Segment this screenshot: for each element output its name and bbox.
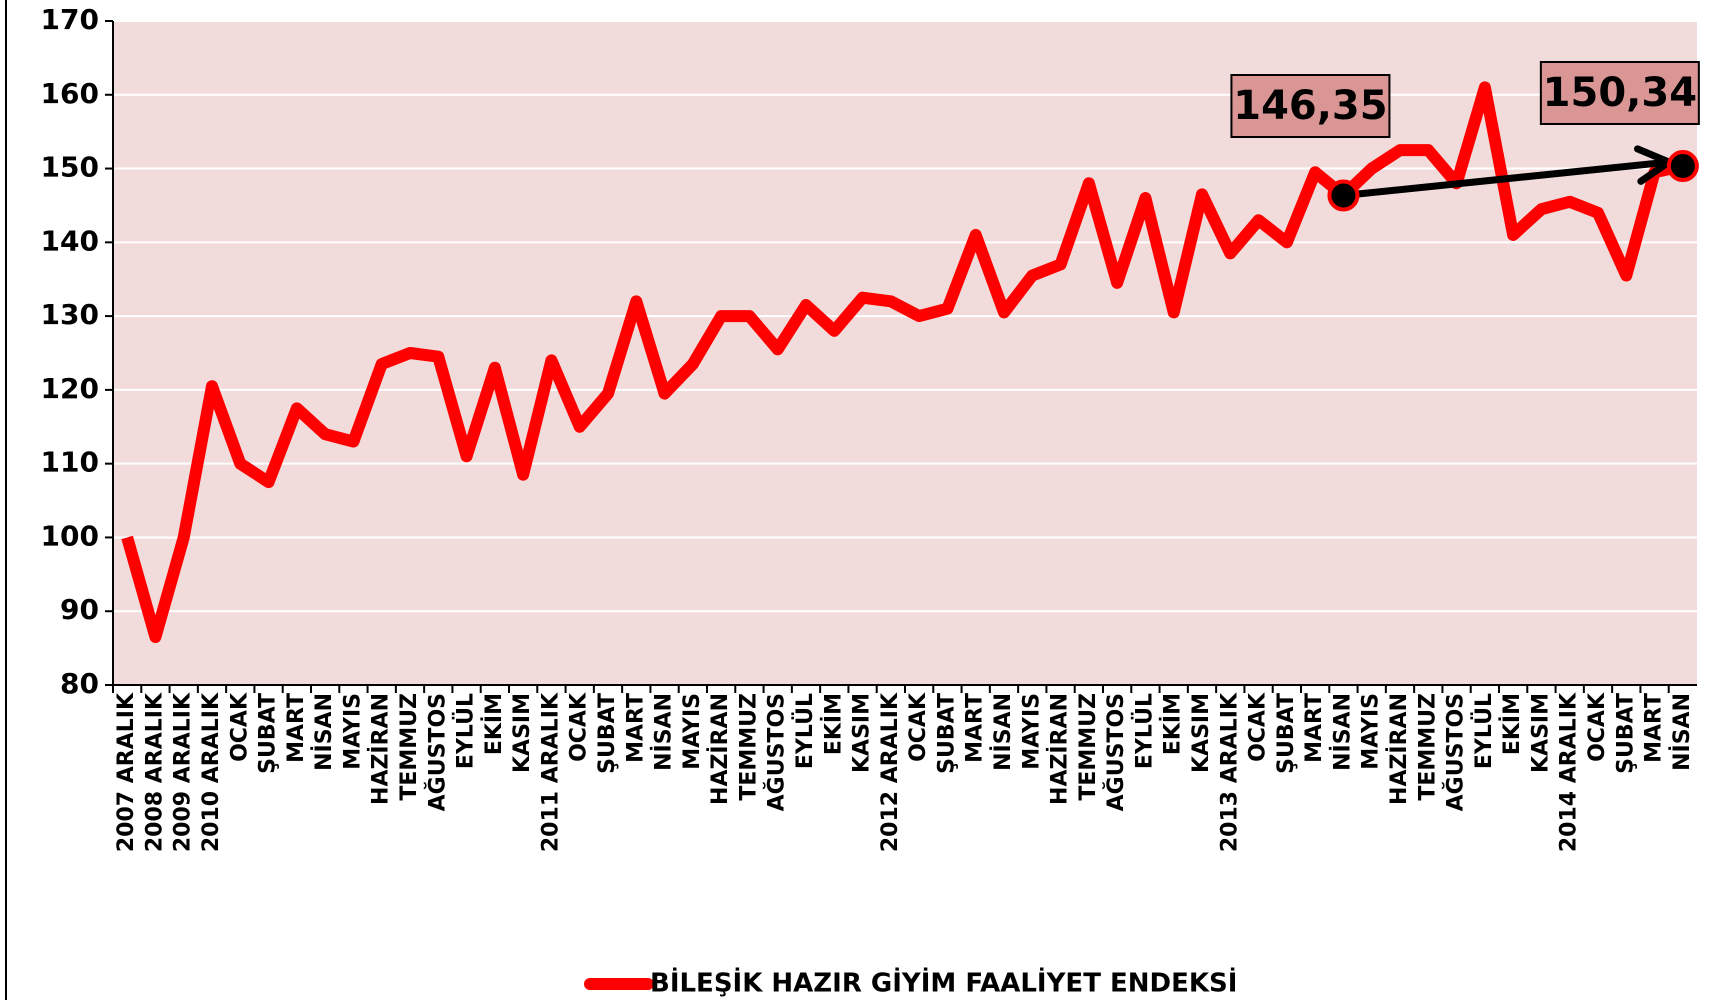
- highlight-point: [1666, 150, 1699, 183]
- data-label: 150,34: [1543, 70, 1697, 116]
- x-tick-label: MAYIS: [1019, 693, 1044, 770]
- x-tick-label: KASIM: [850, 693, 875, 773]
- x-tick-label: EKİM: [1499, 693, 1525, 755]
- x-tick-label: ŞUBAT: [1613, 693, 1638, 774]
- y-tick-label: 100: [41, 519, 99, 552]
- x-tick-label: HAZİRAN: [1386, 693, 1412, 805]
- y-tick-label: 140: [41, 224, 99, 257]
- x-tick-label: OCAK: [567, 692, 592, 762]
- x-tick-label: TEMMUZ: [397, 693, 422, 801]
- x-tick-label: TEMMUZ: [1415, 693, 1440, 801]
- x-tick-label: 2013 ARALIK: [1217, 692, 1242, 852]
- x-tick-label: AĞUSTOS: [1103, 693, 1129, 811]
- x-tick-label: 2010 ARALIK: [199, 692, 224, 852]
- x-tick-label: EYLÜL: [1471, 693, 1497, 769]
- x-tick-label: AĞUSTOS: [1443, 693, 1469, 811]
- x-tick-label: ŞUBAT: [1274, 693, 1299, 774]
- x-tick-label: ŞUBAT: [595, 693, 620, 774]
- x-tick-label: 2009 ARALIK: [171, 692, 196, 852]
- x-tick-label: TEMMUZ: [1076, 693, 1101, 801]
- x-tick-label: 2011 ARALIK: [538, 692, 563, 852]
- label-box: [1230, 74, 1391, 138]
- x-tick-label: 2014 ARALIK: [1557, 692, 1582, 852]
- x-tick-label: ŞUBAT: [934, 693, 959, 774]
- x-tick-label: MAYIS: [680, 693, 705, 770]
- x-tick-label: 2012 ARALIK: [878, 692, 903, 852]
- x-tick-label: NİSAN: [1329, 693, 1355, 771]
- x-tick-label: ŞUBAT: [256, 693, 281, 774]
- x-tick-label: MAYIS: [340, 693, 365, 770]
- x-tick-label: AĞUSTOS: [424, 693, 450, 811]
- x-tick-label: KASIM: [1189, 693, 1214, 773]
- y-tick-label: 160: [41, 77, 99, 110]
- plot-area: [113, 21, 1697, 685]
- x-tick-label: NİSAN: [990, 693, 1016, 771]
- x-tick-label: EKİM: [1160, 693, 1186, 755]
- x-tick-label: MAYIS: [1359, 693, 1384, 770]
- x-tick-label: OCAK: [1585, 692, 1610, 762]
- data-label: 146,35: [1233, 83, 1387, 129]
- y-tick-label: 170: [41, 3, 99, 36]
- x-tick-label: KASIM: [1528, 693, 1553, 773]
- y-tick-label: 150: [41, 151, 99, 184]
- y-tick-label: 110: [41, 446, 99, 479]
- label-box: [1539, 61, 1700, 125]
- x-tick-label: NİSAN: [311, 693, 337, 771]
- x-tick-label: MART: [1642, 693, 1667, 763]
- x-tick-label: EKİM: [481, 693, 507, 755]
- x-tick-label: MART: [1302, 693, 1327, 763]
- x-tick-label: TEMMUZ: [736, 693, 761, 801]
- x-tick-label: OCAK: [1246, 692, 1271, 762]
- x-tick-label: OCAK: [227, 692, 252, 762]
- y-tick-label: 120: [41, 372, 99, 405]
- x-tick-label: HAZİRAN: [368, 693, 394, 805]
- trend-arrow: [1343, 158, 1670, 199]
- x-tick-label: OCAK: [906, 692, 931, 762]
- x-tick-label: MART: [623, 693, 648, 763]
- x-tick-label: 2008 ARALIK: [142, 692, 167, 852]
- x-tick-label: HAZİRAN: [1047, 693, 1073, 805]
- x-tick-label: AĞUSTOS: [764, 693, 790, 811]
- x-tick-label: NİSAN: [1669, 693, 1695, 771]
- x-tick-label: MART: [963, 693, 988, 763]
- x-tick-label: EYLÜL: [453, 693, 479, 769]
- y-tick-label: 90: [60, 593, 99, 626]
- legend-label: BİLEŞİK HAZIR GİYİM FAALİYET ENDEKSİ: [650, 967, 1237, 999]
- highlight-point: [1327, 179, 1360, 212]
- x-tick-label: MART: [284, 693, 309, 763]
- data-line: [121, 81, 1685, 644]
- x-tick-label: HAZİRAN: [707, 693, 733, 805]
- x-tick-label: EYLÜL: [792, 693, 818, 769]
- x-tick-label: KASIM: [510, 693, 535, 773]
- x-tick-label: 2007 ARALIK: [114, 692, 139, 852]
- y-tick-label: 130: [41, 298, 99, 331]
- y-tick-label: 80: [60, 667, 99, 700]
- x-tick-label: EKİM: [820, 693, 846, 755]
- x-tick-label: NİSAN: [651, 693, 677, 771]
- x-tick-label: EYLÜL: [1131, 693, 1157, 769]
